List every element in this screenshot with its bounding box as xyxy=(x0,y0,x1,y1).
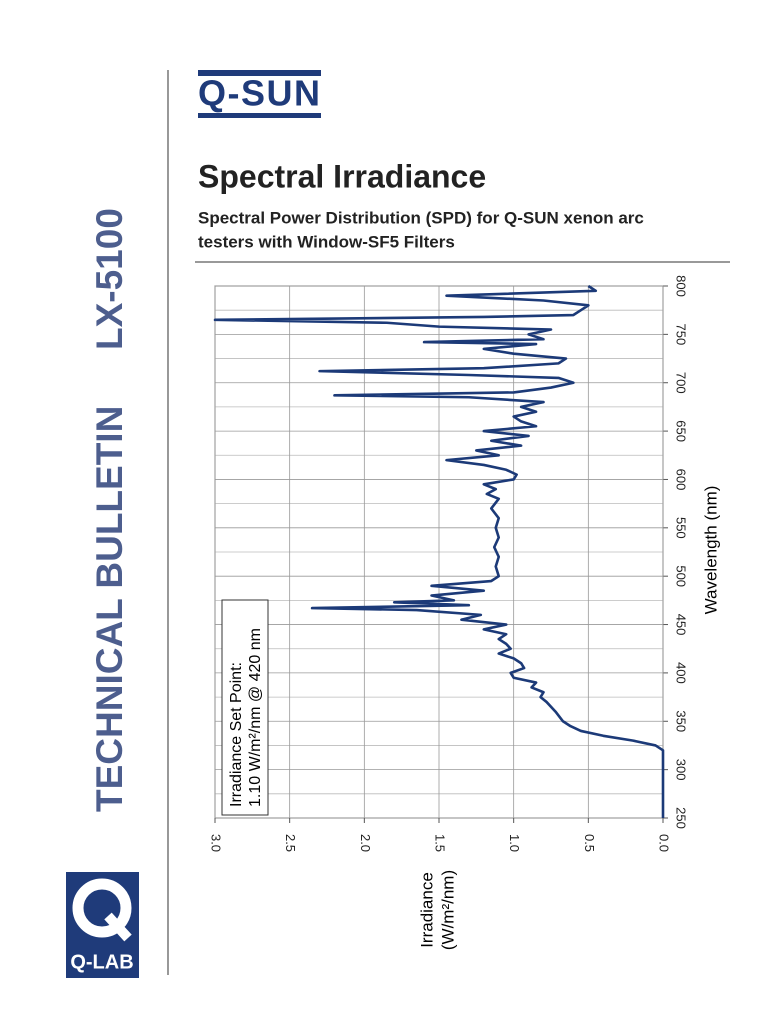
x-tick-label: 650 xyxy=(674,420,689,442)
subtitle: Spectral Power Distribution (SPD) for Q-… xyxy=(198,208,644,227)
x-tick-label: 600 xyxy=(674,469,689,491)
x-tick-label: 400 xyxy=(674,662,689,684)
qlab-text: Q-LAB xyxy=(70,951,133,973)
sidebar-code: LX-5100 xyxy=(89,208,130,350)
chart: 250 300 350 400 450 500 550 600 650 700 750 800 0.0 0… xyxy=(209,275,721,950)
y-tick-label: 0.0 xyxy=(657,834,672,852)
sidebar-title: TECHNICAL BULLETIN xyxy=(89,406,130,812)
x-tick-label: 700 xyxy=(674,372,689,394)
y-tick-label: 1.5 xyxy=(433,834,448,852)
annotation: 1.10 W/m²/nm @ 420 nm xyxy=(247,628,264,807)
y-tick-label: 2.5 xyxy=(283,834,298,852)
subtitle: testers with Window-SF5 Filters xyxy=(198,232,455,251)
x-tick-label: 350 xyxy=(674,710,689,732)
x-tick-label: 500 xyxy=(674,565,689,587)
x-tick-label: 250 xyxy=(674,807,689,829)
x-tick-label: 550 xyxy=(674,517,689,539)
y-tick-label: 1.0 xyxy=(507,834,522,852)
title: Spectral Irradiance xyxy=(198,158,486,194)
annotation: Irradiance Set Point: xyxy=(228,662,245,807)
x-tick-label: 750 xyxy=(674,324,689,346)
y-axis-label: Irradiance xyxy=(417,872,436,948)
annotation-box xyxy=(221,599,269,816)
x-axis-label: Wavelength (nm) xyxy=(701,486,720,615)
y-tick-label: 2.0 xyxy=(358,834,373,852)
spectrum-line xyxy=(213,284,665,818)
x-tick-label: 450 xyxy=(674,614,689,636)
logo-bar xyxy=(198,70,321,76)
x-tick-label: 300 xyxy=(674,759,689,781)
logo: Q-SUN xyxy=(198,73,320,114)
x-tick-label: 800 xyxy=(674,275,689,297)
logo-q xyxy=(104,912,132,942)
y-axis-label: (W/m²/nm) xyxy=(438,870,457,950)
logo-bar xyxy=(198,113,321,118)
logo-q xyxy=(72,878,132,938)
y-tick-label: 0.5 xyxy=(582,834,597,852)
y-tick-label: 3.0 xyxy=(209,834,224,852)
